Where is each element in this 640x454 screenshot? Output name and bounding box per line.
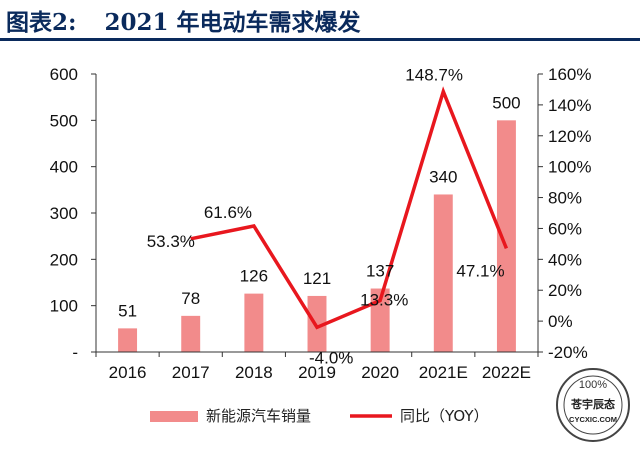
axes-layer: - 100 200 300 400 500 600 -20% 0% 20% 40% 60% 80% 100… (50, 65, 592, 382)
figure-number: 图表2: (6, 9, 77, 36)
bar-2021E (433, 194, 453, 352)
right-tick-label: 20% (548, 281, 582, 300)
x-tick-label: 2021E (419, 363, 468, 382)
bar-2017 (181, 315, 201, 352)
left-tick-label: 300 (50, 204, 78, 223)
right-tick-label: 0% (548, 312, 573, 331)
x-tick-label: 2017 (172, 363, 210, 382)
bar-2022E (496, 120, 516, 352)
stamp-inner-ring (563, 375, 623, 435)
left-tick-label: 600 (50, 65, 78, 84)
title-divider (0, 38, 640, 41)
bar-value-label: 121 (303, 269, 331, 288)
left-tick-label: - (72, 343, 78, 362)
data-labels-layer: 51 78 126 121 137 340 500 53.3% 61.6% -4.0% 13.3% 1… (118, 65, 521, 367)
bar-value-label: 340 (429, 167, 457, 186)
stamp-percent: 100% (579, 379, 607, 391)
x-tick-label: 2018 (235, 363, 273, 382)
left-tick-label: 200 (50, 250, 78, 269)
left-tick-label: 100 (50, 297, 78, 316)
chart-header: 图表2: 2021 年电动车需求爆发 (6, 2, 634, 38)
yoy-line (190, 86, 509, 330)
yoy-value-label: 13.3% (360, 291, 408, 310)
right-tick-label: 40% (548, 250, 582, 269)
bar-2018 (244, 293, 264, 352)
right-tick-label: 160% (548, 65, 591, 84)
bar-value-label: 500 (492, 93, 520, 112)
bar-value-label: 51 (118, 301, 137, 320)
yoy-value-label: 61.6% (204, 203, 252, 222)
x-tick-label: 2022E (482, 363, 531, 382)
x-tick-label: 2019 (298, 363, 336, 382)
right-tick-label: 60% (548, 219, 582, 238)
legend-bar-label: 新能源汽车销量 (206, 407, 311, 425)
yoy-value-label: 148.7% (405, 65, 463, 84)
bar-value-label: 126 (240, 267, 268, 286)
stamp-outer-ring (556, 368, 630, 442)
right-tick-label: 100% (548, 158, 591, 177)
right-tick-label: -20% (548, 343, 588, 362)
legend-line-label: 同比（YOY） (400, 407, 489, 425)
bar-value-label: 78 (181, 289, 200, 308)
watermark-stamp: 100% 苍宇辰态 CYCXIC.COM (556, 368, 630, 442)
legend: 新能源汽车销量 同比（YOY） (150, 407, 489, 425)
yoy-value-label: 47.1% (456, 261, 504, 280)
x-tick-label: 2016 (109, 363, 147, 382)
stamp-url: CYCXIC.COM (569, 415, 617, 424)
right-tick-label: 140% (548, 96, 591, 115)
bar-value-label: 137 (366, 262, 394, 281)
right-tick-label: 80% (548, 189, 582, 208)
stamp-name: 苍宇辰态 (570, 397, 615, 411)
x-tick-label: 2020 (361, 363, 399, 382)
right-tick-label: 120% (548, 127, 591, 146)
yoy-line-layer (190, 86, 509, 330)
chart-title: 2021 年电动车需求爆发 (104, 9, 361, 36)
left-tick-label: 400 (50, 158, 78, 177)
yoy-value-label: 53.3% (147, 232, 195, 251)
bar-2016 (118, 328, 138, 352)
yoy-value-label: -4.0% (309, 348, 353, 367)
bar-2019 (307, 295, 327, 352)
left-tick-label: 500 (50, 111, 78, 130)
legend-bar-swatch (150, 411, 198, 422)
